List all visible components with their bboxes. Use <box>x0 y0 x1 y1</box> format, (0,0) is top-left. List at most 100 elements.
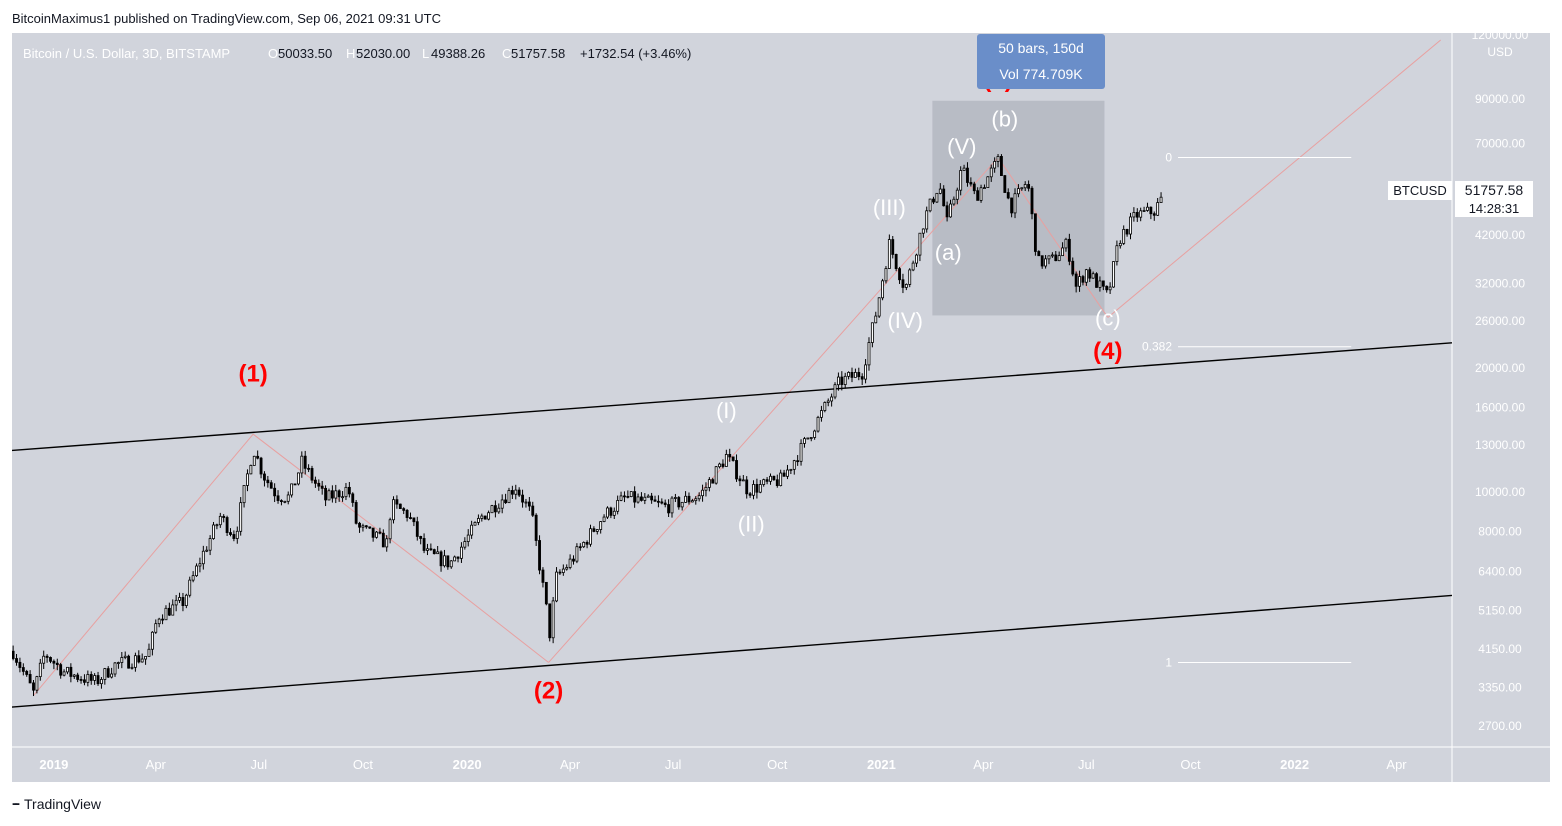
candle-body <box>154 623 158 633</box>
candle-body <box>572 558 575 562</box>
x-tick-label: Apr <box>973 757 994 772</box>
candle-body <box>568 558 572 568</box>
candle-body <box>945 205 949 218</box>
x-tick-label: 2020 <box>453 757 482 772</box>
candle-body <box>171 604 175 616</box>
candle-body <box>697 495 701 500</box>
y-tick-label: 20000.00 <box>1475 361 1525 375</box>
candle-body <box>561 568 565 573</box>
fib-label: 1 <box>1165 655 1172 669</box>
candle-body <box>898 268 901 281</box>
wave-label: (b) <box>991 107 1018 132</box>
candle-body <box>612 510 616 516</box>
candle-body <box>972 183 976 192</box>
candle-body <box>83 679 86 683</box>
candle-body <box>201 550 205 565</box>
candle-body <box>1000 156 1003 177</box>
wave-label: (I) <box>716 398 737 423</box>
candle-body <box>585 542 589 545</box>
candle-body <box>504 499 508 504</box>
candle-body <box>538 540 541 571</box>
x-tick-label: Jul <box>250 757 267 772</box>
candle-body <box>130 666 134 669</box>
candle-body <box>575 546 579 562</box>
candle-body <box>826 400 830 403</box>
candles-layer <box>12 154 1163 697</box>
candle-body <box>449 560 453 568</box>
fib-layer: 0 0.382 1 <box>1142 151 1352 669</box>
candle-body <box>334 490 338 499</box>
legend-low: 49388.26 <box>431 46 485 61</box>
candle-body <box>286 494 290 502</box>
candle-body <box>181 597 185 607</box>
candle-body <box>283 500 287 503</box>
candle-body <box>415 521 419 537</box>
candle-body <box>1132 212 1136 218</box>
candle-body <box>1074 273 1078 287</box>
candle-body <box>52 660 56 664</box>
candle-body <box>908 269 912 285</box>
candle-body <box>273 487 277 497</box>
candle-body <box>1118 242 1122 247</box>
measure-volume: Vol 774.709K <box>999 66 1083 82</box>
candle-body <box>69 666 73 677</box>
candle-body <box>42 655 46 664</box>
legend-symbol: Bitcoin / U.S. Dollar, 3D, BITSTAMP <box>23 46 230 61</box>
candle-body <box>473 521 477 526</box>
wave-label: (4) <box>1093 338 1122 365</box>
candle-body <box>368 526 372 529</box>
candle-body <box>921 228 925 234</box>
candle-body <box>707 479 711 488</box>
candle-body <box>830 396 834 402</box>
candle-body <box>745 479 749 495</box>
candle-body <box>1050 254 1054 257</box>
candle-body <box>198 563 202 567</box>
candle-body <box>364 525 368 528</box>
candle-body <box>1027 184 1031 189</box>
candle-body <box>229 532 232 535</box>
x-tick-label: 2021 <box>867 757 896 772</box>
candle-body <box>932 198 935 203</box>
candle-body <box>589 528 592 545</box>
wave-label: (IV) <box>887 308 922 333</box>
candle-body <box>500 499 504 509</box>
candle-body <box>887 239 891 269</box>
candle-body <box>663 502 667 505</box>
wave-zigzag-line <box>424 565 549 663</box>
candle-body <box>1152 213 1156 216</box>
candle-body <box>463 541 467 548</box>
candle-body <box>487 512 491 520</box>
candle-body <box>324 487 328 501</box>
x-tick-label: 2019 <box>39 757 68 772</box>
candle-body <box>962 167 966 171</box>
candle-body <box>809 437 813 439</box>
candle-body <box>853 372 857 378</box>
plot-area[interactable] <box>12 33 1452 747</box>
candle-body <box>843 375 847 385</box>
candle-body <box>341 496 344 499</box>
candle-body <box>680 501 684 508</box>
candle-body <box>167 607 171 616</box>
candle-body <box>836 376 840 386</box>
candle-body <box>731 456 735 461</box>
candle-body <box>704 486 708 491</box>
legend-o-label: O <box>268 46 278 61</box>
wave-zigzag-line <box>1107 39 1441 318</box>
wave-label: (2) <box>534 677 563 704</box>
tradingview-footer[interactable]: ‑‑ TradingView <box>12 795 101 812</box>
candle-body <box>551 600 555 639</box>
candle-body <box>510 490 514 495</box>
y-tick-label: 8000.00 <box>1478 525 1522 539</box>
candle-body <box>381 532 385 548</box>
candle-body <box>1088 269 1092 279</box>
candle-body <box>935 192 939 203</box>
channel-layer <box>12 342 1453 708</box>
candle-body <box>347 486 351 495</box>
candle-body <box>235 530 239 539</box>
wave-label: (1) <box>238 361 267 388</box>
time-axis[interactable]: 2019 Apr Jul Oct 2020 Apr Jul Oct 2021 Apr Jul Oct 2… <box>39 757 1407 772</box>
candle-body <box>969 182 973 185</box>
candle-body <box>694 498 698 502</box>
